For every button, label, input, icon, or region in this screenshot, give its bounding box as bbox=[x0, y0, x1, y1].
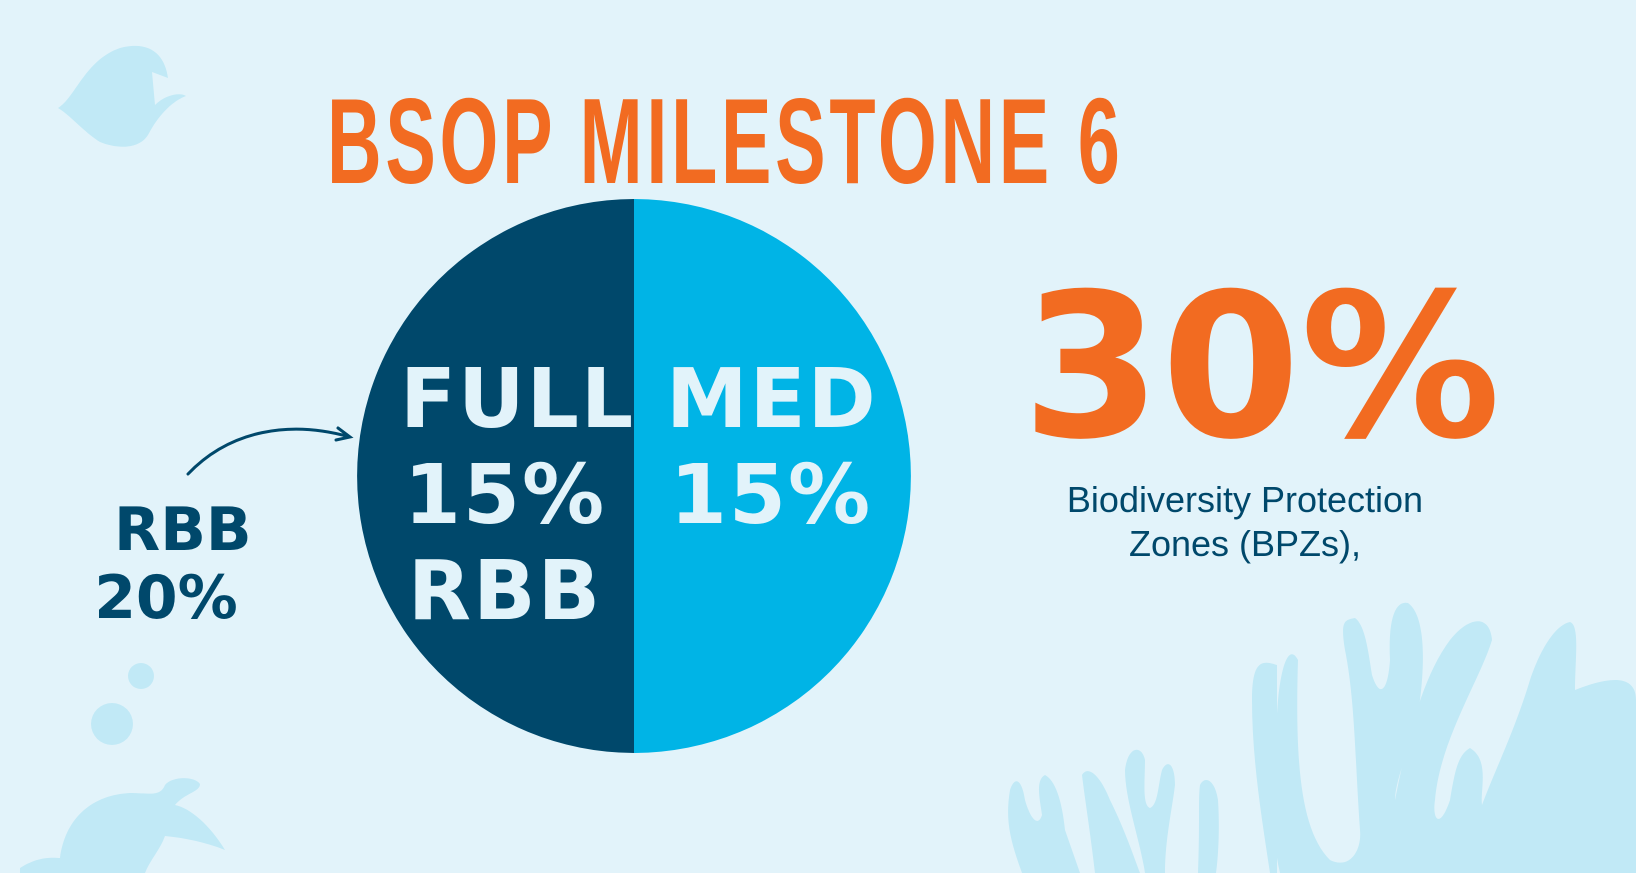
caption-line-2: Zones (BPZs), bbox=[1128, 523, 1362, 564]
fish-icon bbox=[58, 45, 186, 147]
pie-slice-full bbox=[357, 199, 634, 753]
rbb-label: RBB bbox=[114, 495, 252, 565]
arrow-icon bbox=[186, 426, 354, 476]
full-segment-label: FULL 15% RBB bbox=[400, 352, 636, 640]
bubble bbox=[128, 663, 154, 689]
turtle-icon bbox=[20, 778, 225, 873]
full-rbb-label: RBB bbox=[407, 544, 603, 639]
total-percent: 30% bbox=[1022, 251, 1501, 484]
total-caption: Biodiversity Protection Zones (BPZs), bbox=[1030, 478, 1460, 566]
med-percent: 15% bbox=[669, 448, 873, 543]
pie-slice-med bbox=[634, 199, 911, 753]
bubble bbox=[91, 703, 133, 745]
med-segment-label: MED 15% bbox=[666, 352, 876, 544]
rbb-percent: 20% bbox=[94, 563, 238, 633]
rbb-annotation: RBB 20% bbox=[86, 495, 252, 633]
caption-line-1: Biodiversity Protection bbox=[1066, 479, 1424, 520]
full-percent: 15% bbox=[403, 448, 607, 543]
med-label: MED bbox=[666, 352, 878, 447]
coral-icon bbox=[1008, 602, 1636, 873]
full-label: FULL bbox=[400, 352, 636, 447]
